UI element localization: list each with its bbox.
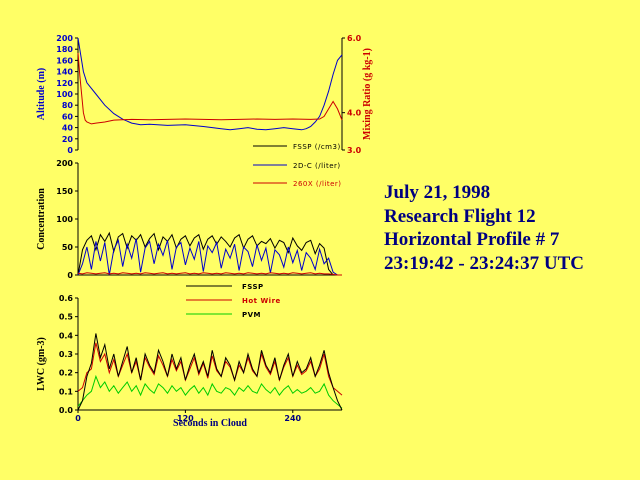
altitude-y-tick-label: 200 <box>56 34 73 43</box>
profile-number: Horizontal Profile # 7 <box>384 229 560 250</box>
lwc-y-tick-label: 0.2 <box>59 369 73 378</box>
flight-info: July 21, 1998 Research Flight 12 Horizon… <box>384 181 584 275</box>
altitude-y-label: Altitude (m) <box>36 68 47 121</box>
flight-number: Research Flight 12 <box>384 205 536 227</box>
lwc-y-tick-label: 0.5 <box>59 313 74 322</box>
concentration-y-tick-label: 200 <box>56 159 73 168</box>
mixing-y-tick-label: 4.0 <box>347 109 362 118</box>
lwc-y-tick-label: 0.6 <box>59 294 74 303</box>
mixing-y-tick-label: 6.0 <box>347 34 362 43</box>
altitude-y-tick-label: 140 <box>56 68 73 77</box>
concentration-legend-label: 2D-C (/liter) <box>293 162 341 170</box>
concentration-series-line <box>77 238 342 276</box>
mixing-ratio-line <box>77 52 343 125</box>
altitude-y-tick-label: 0 <box>67 146 73 155</box>
altitude-y-tick-label: 60 <box>62 112 74 121</box>
time-range: 23:19:42 - 23:24:37 UTC <box>384 252 585 274</box>
concentration-series-line <box>77 272 342 276</box>
concentration-series-line <box>77 231 342 276</box>
lwc-series-line <box>77 333 343 411</box>
altitude-y-tick-label: 160 <box>56 56 73 65</box>
lwc-y-label: LWC (gm-3) <box>36 337 47 391</box>
concentration-y-tick-label: 100 <box>56 215 73 224</box>
mixing-y-tick-label: 3.0 <box>347 146 362 155</box>
altitude-y-tick-label: 20 <box>62 135 74 144</box>
lwc-legend-label: Hot Wire <box>242 297 281 305</box>
altitude-y-tick-label: 100 <box>56 90 73 99</box>
lwc-panel: 0.6 0.5 0.4 0.3 0.2 0.1 0.00 120 240 Seconds in C… <box>36 283 343 429</box>
lwc-x-tick-label: 0 <box>75 414 81 423</box>
lwc-y-tick-label: 0.1 <box>59 387 74 396</box>
concentration-legend-label: FSSP (/cm3) <box>293 143 341 151</box>
altitude-line <box>77 37 343 131</box>
concentration-y-label: Concentration <box>36 188 47 250</box>
lwc-series-line <box>77 342 343 396</box>
lwc-x-label: Seconds in Cloud <box>173 418 247 429</box>
lwc-legend-label: FSSP <box>242 283 264 291</box>
concentration-y-tick-label: 50 <box>62 243 74 252</box>
altitude-mixing-panel: 2001801601401201008060402006.04.03.0Alti… <box>36 34 373 155</box>
lwc-y-tick-label: 0.4 <box>59 331 74 340</box>
lwc-series-line <box>77 374 343 409</box>
lwc-legend-label: PVM <box>242 311 261 319</box>
altitude-y-tick-label: 120 <box>56 79 73 88</box>
concentration-y-tick-label: 150 <box>56 187 73 196</box>
lwc-x-tick-label: 240 <box>284 414 301 423</box>
mixing-y-label: Mixing Ratio (g kg-1) <box>362 48 373 140</box>
concentration-y-tick-label: 0 <box>67 271 73 280</box>
altitude-y-tick-label: 40 <box>62 124 74 133</box>
lwc-x-tick-label: 120 <box>177 414 194 423</box>
flight-date: July 21, 1998 <box>384 182 491 203</box>
lwc-y-tick-label: 0.0 <box>59 406 74 415</box>
altitude-y-tick-label: 80 <box>62 101 74 110</box>
concentration-legend-label: 260X (/liter) <box>293 180 342 188</box>
concentration-panel: 200 150 100 50 0 Concentration FSSP (/cm3) 2D-C… <box>36 143 342 280</box>
altitude-y-tick-label: 180 <box>56 45 73 54</box>
lwc-y-tick-label: 0.3 <box>59 350 73 359</box>
